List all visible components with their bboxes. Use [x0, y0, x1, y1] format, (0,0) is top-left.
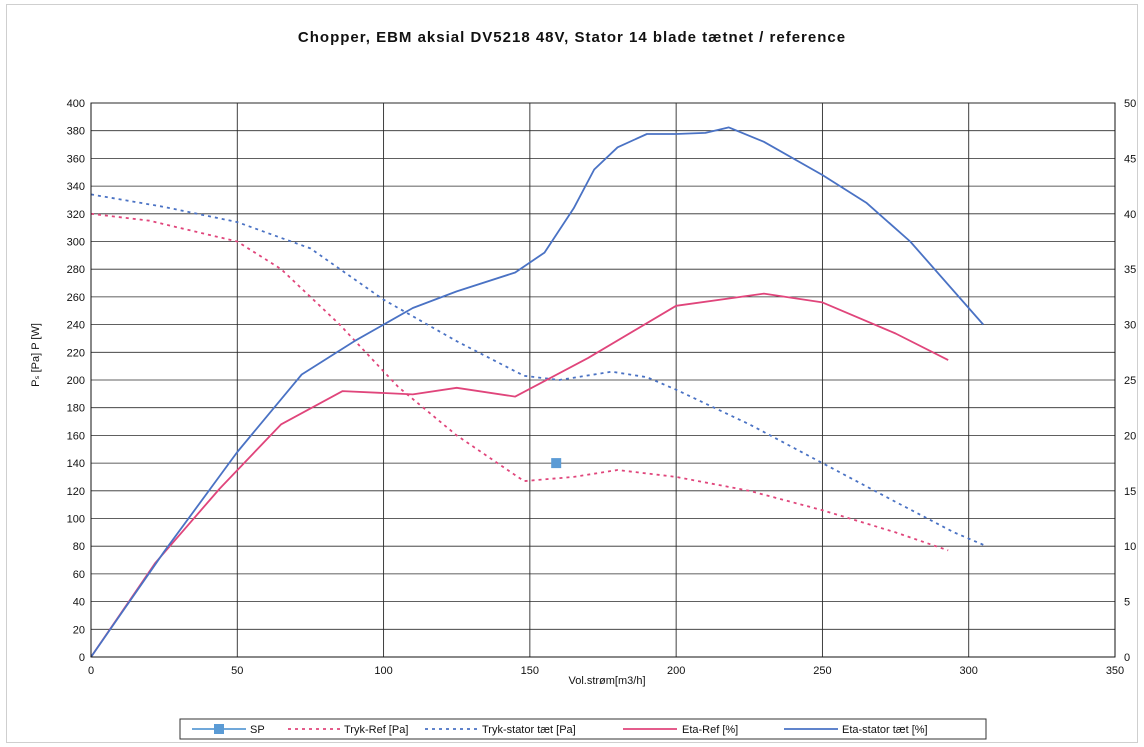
- y-left-tick-label: 180: [67, 403, 85, 415]
- legend-marker: [214, 724, 224, 734]
- x-tick-label: 200: [667, 665, 685, 677]
- y-right-tick-label: 20: [1124, 430, 1136, 442]
- x-axis-title: Vol.strøm[m3/h]: [568, 675, 645, 687]
- x-tick-label: 150: [521, 665, 539, 677]
- y-left-tick-label: 40: [73, 597, 85, 609]
- x-tick-label: 50: [231, 665, 243, 677]
- legend-label: Tryk-stator tæt [Pa]: [482, 724, 576, 736]
- y-left-tick-label: 0: [79, 652, 85, 664]
- y-left-tick-label: 140: [67, 458, 85, 470]
- y-right-tick-label: 0: [1124, 652, 1130, 664]
- x-tick-label: 350: [1106, 665, 1124, 677]
- y-left-tick-label: 20: [73, 624, 85, 636]
- x-tick-label: 300: [960, 665, 978, 677]
- grid: [90, 102, 1116, 658]
- y-axis-title: Pₛ [Pa] P [W]: [30, 323, 42, 387]
- y-right-tick-label: 30: [1124, 320, 1136, 332]
- legend-label: SP: [250, 724, 265, 736]
- y-right-tick-label: 50: [1124, 98, 1136, 110]
- y-left-tick-label: 380: [67, 126, 85, 138]
- y-left-tick-label: 300: [67, 237, 85, 249]
- legend: SP Tryk-Ref [Pa] Tryk-stator tæt [Pa] Eta-R…: [179, 718, 987, 740]
- y-left-tick-label: 320: [67, 209, 85, 221]
- y-left-tick-label: 360: [67, 153, 85, 165]
- series-4-line: [90, 126, 984, 658]
- x-tick-label: 250: [813, 665, 831, 677]
- y-right-tick-label: 45: [1124, 153, 1136, 165]
- x-tick-label: 100: [374, 665, 392, 677]
- y-right-tick-label: 35: [1124, 264, 1136, 276]
- x-tick-label: 0: [88, 665, 94, 677]
- y-left-tick-label: 160: [67, 430, 85, 442]
- y-left-tick-label: 100: [67, 514, 85, 526]
- chart-frame: [6, 4, 1138, 743]
- legend-label: Eta-Ref [%]: [682, 724, 738, 736]
- axes: 0 50 100 150 200 250 300 3500204060801001201401…: [67, 98, 1137, 677]
- y-right-tick-label: 40: [1124, 209, 1136, 221]
- y-right-tick-label: 10: [1124, 541, 1136, 553]
- chart-title: Chopper, EBM aksial DV5218 48V, Stator 1…: [298, 29, 846, 46]
- series-3-line: [90, 292, 949, 658]
- y-right-tick-label: 5: [1124, 597, 1130, 609]
- y-left-tick-label: 80: [73, 541, 85, 553]
- y-left-tick-label: 200: [67, 375, 85, 387]
- y-left-tick-label: 220: [67, 347, 85, 359]
- y-left-tick-label: 60: [73, 569, 85, 581]
- y-right-tick-label: 15: [1124, 486, 1136, 498]
- legend-label: Tryk-Ref [Pa]: [344, 724, 408, 736]
- series-1-line: [90, 212, 949, 552]
- legend-label: Eta-stator tæt [%]: [842, 724, 928, 736]
- y-left-tick-label: 120: [67, 486, 85, 498]
- series-layer: [90, 126, 984, 658]
- y-left-tick-label: 240: [67, 320, 85, 332]
- y-left-tick-label: 340: [67, 181, 85, 193]
- y-left-tick-label: 260: [67, 292, 85, 304]
- series-0-marker: [551, 458, 562, 469]
- y-right-tick-label: 25: [1124, 375, 1136, 387]
- legend-box: [179, 718, 987, 740]
- y-left-tick-label: 400: [67, 98, 85, 110]
- y-left-tick-label: 280: [67, 264, 85, 276]
